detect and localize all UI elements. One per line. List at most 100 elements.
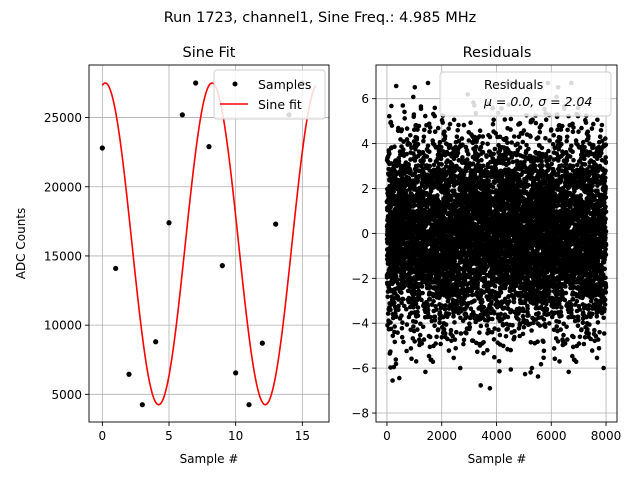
residual-point: [425, 154, 430, 159]
residual-point: [478, 383, 483, 388]
residual-point: [484, 154, 489, 159]
residual-point: [447, 312, 452, 317]
residuals-xtick-label: 0: [383, 429, 391, 443]
residuals-ytick-label: −8: [351, 407, 369, 421]
figure-suptitle: Run 1723, channel1, Sine Freq.: 4.985 MH…: [164, 10, 477, 26]
residual-point: [443, 331, 448, 336]
residual-point: [485, 323, 490, 328]
sample-point: [166, 220, 171, 225]
residual-point: [462, 123, 467, 128]
residual-point: [404, 349, 409, 354]
residual-point: [480, 141, 485, 146]
residual-point: [419, 298, 424, 303]
residual-point: [510, 323, 515, 328]
residual-point: [461, 342, 466, 347]
residual-point: [459, 331, 464, 336]
residual-point: [434, 335, 439, 340]
sample-point: [233, 370, 238, 375]
residual-point: [446, 188, 451, 193]
residual-point: [512, 335, 517, 340]
residual-point: [449, 328, 454, 333]
residual-point: [504, 136, 509, 141]
sine-fit-xtick-label: 0: [99, 429, 107, 443]
residuals-ytick-label: −4: [351, 317, 369, 331]
residual-point: [405, 126, 410, 131]
sample-points: [100, 80, 305, 407]
residual-point: [416, 178, 421, 183]
residual-point: [506, 161, 511, 166]
residual-point: [426, 144, 431, 149]
residual-point: [389, 104, 394, 109]
residual-point: [493, 284, 498, 289]
residual-point: [455, 128, 460, 133]
residual-point: [498, 333, 503, 338]
residual-point: [404, 152, 409, 157]
residual-point: [395, 330, 400, 335]
sample-point: [100, 145, 105, 150]
residual-point: [509, 140, 514, 145]
residual-point: [442, 129, 447, 134]
sample-point: [193, 80, 198, 85]
sample-point: [206, 144, 211, 149]
residual-point: [455, 134, 460, 139]
sine-fit-xtick-label: 5: [165, 429, 173, 443]
residuals-title: Residuals: [463, 45, 532, 61]
residual-point: [512, 134, 517, 139]
residual-point: [426, 308, 431, 313]
residual-point: [401, 340, 406, 345]
residual-point: [387, 114, 392, 119]
residuals-ytick-label: −6: [351, 362, 369, 376]
residual-point: [475, 281, 480, 286]
residual-point: [399, 313, 404, 318]
residual-point: [401, 297, 406, 302]
residual-point: [499, 312, 504, 317]
sine-fit-ytick-label: 20000: [44, 180, 82, 194]
residual-point: [422, 135, 427, 140]
residuals-ytick-label: 6: [361, 92, 369, 106]
residual-point: [390, 378, 395, 383]
residual-point: [390, 123, 395, 128]
residual-point: [448, 122, 453, 127]
residual-point: [478, 128, 483, 133]
residual-point: [446, 126, 451, 131]
residual-point: [420, 341, 425, 346]
residual-point: [400, 320, 405, 325]
residual-point: [474, 144, 479, 149]
residual-point: [501, 344, 506, 349]
residual-point: [443, 134, 448, 139]
residual-point: [496, 327, 501, 332]
sine-fit-legend: Samples Sine fit: [214, 70, 325, 119]
sample-point: [140, 402, 145, 407]
residual-point: [394, 357, 399, 362]
residual-point: [437, 320, 442, 325]
residual-point: [486, 178, 491, 183]
residual-point: [408, 133, 413, 138]
residual-point: [413, 85, 418, 90]
sine-fit-plot-content: [100, 80, 316, 407]
sine-fit-title: Sine Fit: [183, 45, 236, 61]
residual-point: [488, 386, 493, 391]
residual-point: [465, 157, 470, 162]
residual-point: [508, 127, 513, 132]
residual-point: [518, 122, 523, 127]
residual-point: [503, 117, 508, 122]
sample-point: [246, 402, 251, 407]
residual-point: [423, 370, 428, 375]
residual-point: [447, 348, 452, 353]
residual-point: [439, 145, 444, 150]
legend-samples-marker: [233, 82, 238, 87]
residual-point: [417, 124, 422, 129]
residual-point: [434, 307, 439, 312]
residual-point: [416, 314, 421, 319]
residual-point: [466, 152, 471, 157]
residual-point: [397, 376, 402, 381]
residual-point: [423, 114, 428, 119]
residual-point: [436, 126, 441, 131]
sample-point: [153, 339, 158, 344]
residual-point: [412, 292, 417, 297]
residual-point: [414, 359, 419, 364]
